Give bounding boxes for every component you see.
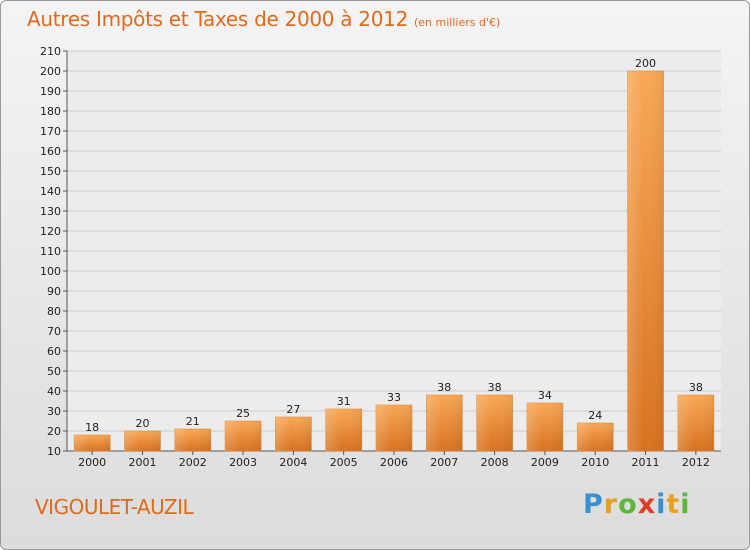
commune-name: VIGOULET-AUZIL: [35, 495, 194, 519]
data-label: 38: [689, 381, 703, 394]
bar-shine: [174, 429, 211, 451]
x-tick-label: 2008: [481, 456, 509, 469]
bar-shine: [225, 421, 262, 451]
data-label: 24: [588, 409, 602, 422]
bar-shine: [325, 409, 362, 451]
y-tick-label: 10: [47, 445, 61, 458]
y-tick-label: 80: [47, 305, 61, 318]
y-tick-label: 150: [40, 165, 61, 178]
data-label: 33: [387, 391, 401, 404]
data-label: 21: [186, 415, 200, 428]
logo-letter: o: [618, 489, 638, 520]
data-label: 25: [236, 407, 250, 420]
y-tick-label: 70: [47, 325, 61, 338]
data-label: 31: [337, 395, 351, 408]
x-tick-label: 2006: [380, 456, 408, 469]
y-tick-label: 200: [40, 65, 61, 78]
logo-letter: P: [583, 489, 604, 520]
data-label: 38: [488, 381, 502, 394]
chart-title-text: Autres Impôts et Taxes de 2000 à 2012: [27, 7, 408, 31]
y-tick-label: 20: [47, 425, 61, 438]
x-tick-label: 2011: [632, 456, 660, 469]
y-tick-label: 30: [47, 405, 61, 418]
logo-letter: r: [603, 489, 619, 520]
logo-letter: x: [637, 489, 657, 520]
bar-shine: [577, 423, 614, 451]
chart-title: Autres Impôts et Taxes de 2000 à 2012 (en…: [27, 7, 500, 31]
y-tick-label: 170: [40, 125, 61, 138]
x-tick-label: 2004: [279, 456, 307, 469]
x-tick-label: 2012: [682, 456, 710, 469]
y-tick-label: 190: [40, 85, 61, 98]
bar-shine: [476, 395, 513, 451]
logo-letter: t: [666, 489, 681, 520]
logo-letter: i: [656, 489, 667, 520]
x-tick-label: 2001: [128, 456, 156, 469]
bar-shine: [275, 417, 312, 451]
x-tick-label: 2002: [179, 456, 207, 469]
y-tick-label: 50: [47, 365, 61, 378]
y-tick-label: 60: [47, 345, 61, 358]
data-label: 27: [286, 403, 300, 416]
chart-unit: (en milliers d'€): [414, 16, 501, 29]
x-tick-label: 2010: [581, 456, 609, 469]
data-label: 38: [437, 381, 451, 394]
bar-shine: [74, 435, 111, 451]
logo-letter: i: [680, 489, 691, 520]
y-tick-label: 210: [40, 45, 61, 58]
y-tick-label: 90: [47, 285, 61, 298]
bar-shine: [426, 395, 463, 451]
data-label: 34: [538, 389, 552, 402]
bar-shine: [526, 403, 563, 451]
y-tick-label: 140: [40, 185, 61, 198]
y-tick-label: 180: [40, 105, 61, 118]
data-label: 200: [635, 57, 656, 70]
x-tick-label: 2005: [330, 456, 358, 469]
x-tick-label: 2009: [531, 456, 559, 469]
y-tick-label: 160: [40, 145, 61, 158]
y-tick-label: 40: [47, 385, 61, 398]
y-tick-label: 130: [40, 205, 61, 218]
x-tick-label: 2007: [430, 456, 458, 469]
data-label: 18: [85, 421, 99, 434]
y-tick-label: 100: [40, 265, 61, 278]
bar-shine: [376, 405, 412, 451]
data-label: 20: [135, 417, 149, 430]
bar-shine: [677, 395, 714, 451]
bar-shine: [627, 71, 664, 451]
x-tick-label: 2000: [78, 456, 106, 469]
y-tick-label: 120: [40, 225, 61, 238]
y-tick-label: 110: [40, 245, 61, 258]
x-tick-label: 2003: [229, 456, 257, 469]
bar-shine: [124, 431, 161, 451]
proxiti-logo: Proxiti: [583, 489, 691, 520]
